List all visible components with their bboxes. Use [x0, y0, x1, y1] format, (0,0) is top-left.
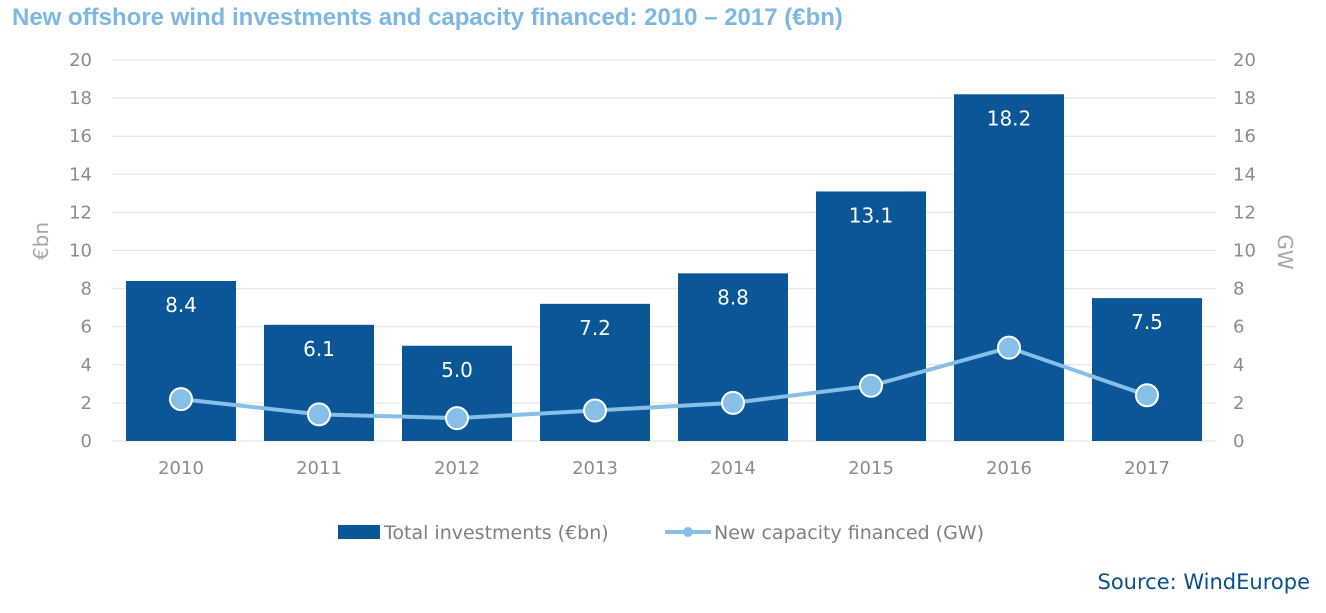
x-tick-label: 2016 — [986, 458, 1032, 479]
capacity-point-2014 — [721, 390, 745, 415]
x-tick-label: 2011 — [296, 458, 342, 479]
legend-label-investments: Total investments (€bn) — [383, 522, 609, 544]
bar-value-label: 8.8 — [717, 285, 749, 309]
legend: Total investments (€bn) New capacity fin… — [338, 522, 984, 544]
left-tick-label: 2 — [81, 393, 92, 414]
capacity-point-2016 — [997, 335, 1021, 360]
left-tick-label: 18 — [69, 88, 92, 109]
right-axis-title: GW — [1273, 234, 1297, 269]
bar-value-label: 18.2 — [987, 106, 1032, 130]
bar-2016 — [954, 94, 1064, 441]
capacity-point-2012 — [445, 406, 469, 431]
bar-value-label: 13.1 — [849, 203, 894, 227]
x-tick-label: 2017 — [1124, 458, 1170, 479]
x-axis-ticks: 2010 2011 2012 2013 2014 2015 2016 2017 — [158, 458, 1170, 479]
left-tick-label: 20 — [69, 50, 92, 71]
right-tick-label: 20 — [1233, 50, 1256, 71]
bar-value-label: 5.0 — [441, 358, 473, 382]
chart-title: New offshore wind investments and capaci… — [12, 4, 843, 31]
left-tick-label: 14 — [69, 164, 92, 185]
x-tick-label: 2015 — [848, 458, 894, 479]
x-tick-label: 2010 — [158, 458, 204, 479]
capacity-point-2011 — [307, 402, 331, 427]
left-tick-label: 0 — [81, 431, 92, 452]
left-tick-label: 8 — [81, 279, 92, 300]
right-tick-label: 4 — [1233, 355, 1244, 376]
bar-value-label: 7.2 — [579, 316, 611, 340]
legend-label-capacity: New capacity financed (GW) — [714, 522, 984, 544]
capacity-point-2015 — [859, 373, 883, 398]
right-tick-label: 18 — [1233, 88, 1256, 109]
left-axis-title: €bn — [29, 222, 53, 260]
right-tick-label: 10 — [1233, 241, 1256, 262]
left-tick-label: 12 — [69, 202, 92, 223]
right-tick-label: 6 — [1233, 317, 1244, 338]
capacity-point-2017 — [1135, 383, 1159, 408]
right-tick-label: 8 — [1233, 279, 1244, 300]
right-tick-label: 2 — [1233, 393, 1244, 414]
right-tick-label: 16 — [1233, 126, 1256, 147]
left-tick-label: 6 — [81, 317, 92, 338]
x-tick-label: 2013 — [572, 458, 618, 479]
source-note: Source: WindEurope — [1097, 570, 1310, 594]
right-tick-label: 12 — [1233, 202, 1256, 223]
bar-value-label: 8.4 — [165, 293, 197, 317]
bar-data-labels: 8.4 6.1 5.0 7.2 8.8 13.1 18.2 7.5 — [165, 106, 1163, 381]
x-tick-label: 2012 — [434, 458, 480, 479]
capacity-point-2010 — [169, 387, 193, 412]
bar-value-label: 6.1 — [303, 337, 335, 361]
bar-2010 — [126, 280, 236, 441]
legend-marker-capacity — [683, 527, 693, 537]
line-series — [169, 335, 1159, 431]
left-tick-label: 10 — [69, 241, 92, 262]
bar-2017 — [1092, 298, 1202, 441]
right-tick-label: 14 — [1233, 164, 1256, 185]
left-tick-label: 4 — [81, 355, 92, 376]
x-tick-label: 2014 — [710, 458, 756, 479]
right-axis-ticks: 0 2 4 6 8 10 12 14 16 18 20 — [1233, 50, 1256, 452]
bar-value-label: 7.5 — [1131, 310, 1163, 334]
bar-series — [126, 94, 1202, 441]
left-axis-ticks: 0 2 4 6 8 10 12 14 16 18 20 — [69, 50, 92, 452]
capacity-line — [180, 345, 1148, 421]
left-tick-label: 16 — [69, 126, 92, 147]
capacity-point-2013 — [583, 398, 607, 423]
bar-2015 — [816, 191, 926, 441]
legend-swatch-investments — [338, 525, 380, 539]
right-tick-label: 0 — [1233, 431, 1244, 452]
